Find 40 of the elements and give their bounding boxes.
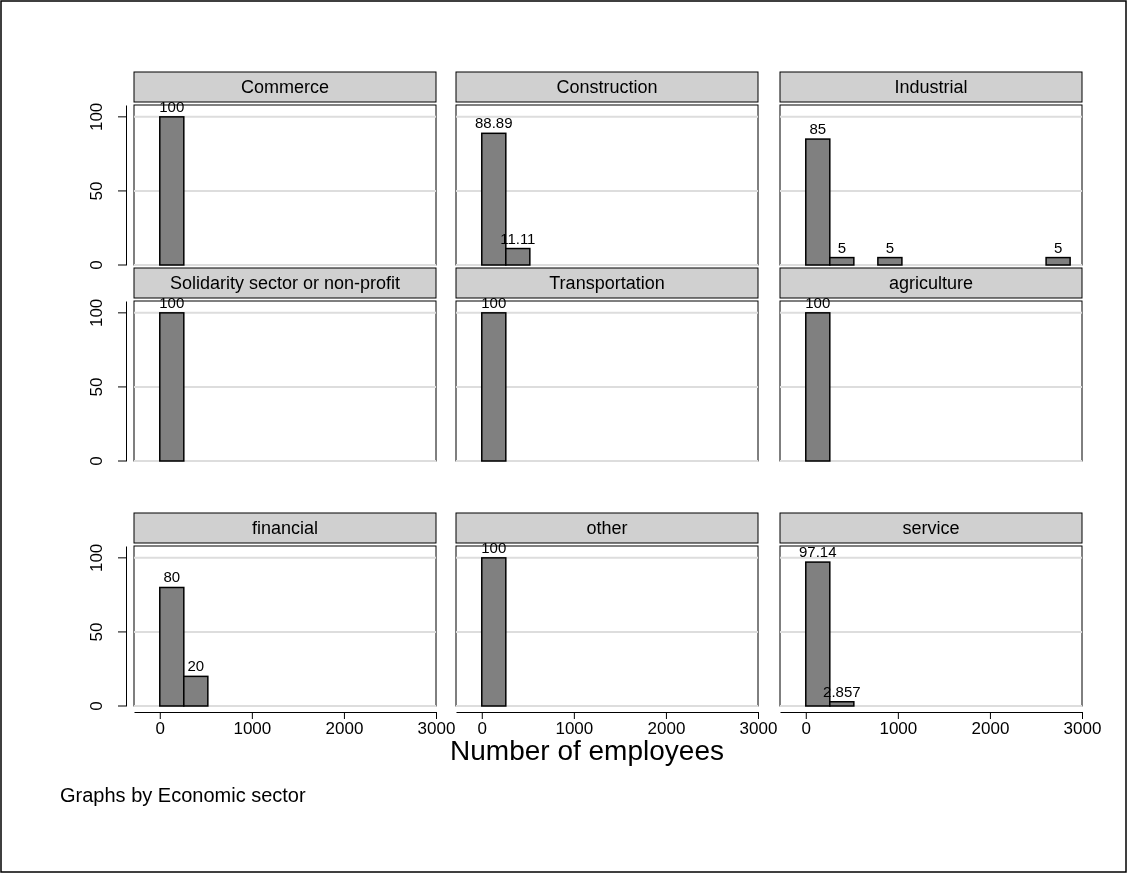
x-tick-label: 3000 xyxy=(739,719,778,739)
x-tick-label: 1000 xyxy=(879,719,918,739)
data-label: 80 xyxy=(163,568,181,586)
x-tick-label: 0 xyxy=(155,719,166,739)
chart-title: Industrial xyxy=(894,77,968,97)
text: Graphs by Economic sector xyxy=(60,784,306,806)
data-label: 100 xyxy=(481,293,507,311)
chart-title: Solidarity sector or non-profit xyxy=(169,273,401,293)
y-tick-label: 100 xyxy=(87,298,106,328)
y-tick-label: 100 xyxy=(87,102,106,132)
data-label: 85 xyxy=(809,120,827,138)
data-label: 100 xyxy=(159,97,185,115)
chart-title: Construction xyxy=(556,77,658,97)
chart-title: other xyxy=(586,518,628,538)
chart-title: Commerce xyxy=(240,77,330,97)
data-label: 5 xyxy=(1053,238,1063,256)
chart-title: financial xyxy=(251,518,319,538)
chart-title: Transportation xyxy=(549,273,665,293)
data-label: 100 xyxy=(481,538,507,556)
data-label: 97.14 xyxy=(799,543,837,561)
data-label: 20 xyxy=(187,657,205,675)
data-label: 88.89 xyxy=(475,114,513,132)
y-tick-label: 50 xyxy=(87,181,106,201)
y-tick-label: 0 xyxy=(87,701,106,711)
x-tick-label: 2000 xyxy=(325,719,364,739)
y-tick-label: 50 xyxy=(87,622,106,642)
data-label: 100 xyxy=(805,293,831,311)
x-tick-label: 3000 xyxy=(1063,719,1102,739)
chart-title: agriculture xyxy=(888,273,974,293)
y-tick-label: 100 xyxy=(87,543,106,573)
x-tick-label: 0 xyxy=(801,719,812,739)
x-tick-label: 2000 xyxy=(971,719,1010,739)
data-label: 5 xyxy=(837,238,846,256)
y-tick-label: 0 xyxy=(87,260,106,270)
data-label: 100 xyxy=(159,293,185,311)
chart-title: service xyxy=(902,518,960,538)
y-tick-label: 50 xyxy=(87,377,106,397)
x-tick-label: 1000 xyxy=(233,719,272,739)
y-tick-label: 0 xyxy=(87,456,106,466)
data-label: 5 xyxy=(885,238,895,256)
